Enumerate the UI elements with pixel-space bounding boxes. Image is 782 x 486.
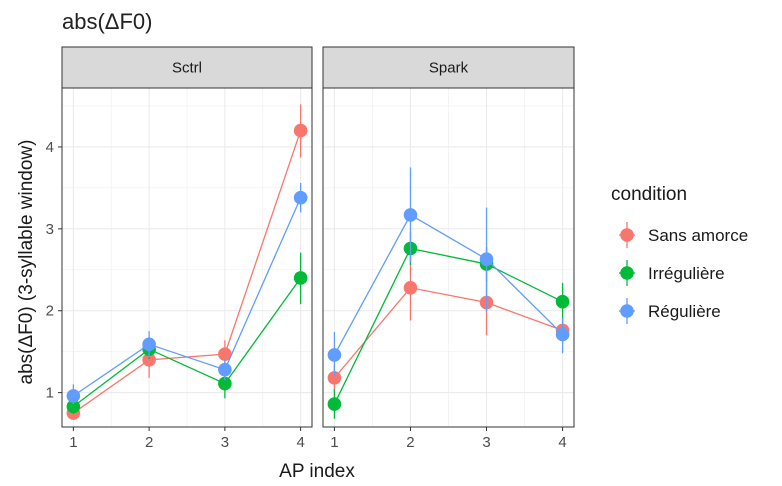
x-tick-label: 1 [69,434,77,451]
data-point-reguliere [403,208,418,222]
legend-key-point [620,304,634,318]
data-point-reguliere [142,337,156,352]
y-tick-label: 1 [46,385,54,402]
panel-border-spark [322,87,575,428]
strip-spark [322,46,575,89]
legend-key-point [620,266,634,280]
y-axis-title: abs(ΔF0) (3-syllable window) [16,140,37,385]
legend-entry-reguliere: Régulière [619,298,721,324]
data-point-reguliere [327,348,342,362]
data-point-irreguliere [327,397,342,411]
series-spark-reguliere [327,167,570,377]
series-line-irreguliere [72,277,302,408]
data-point-reguliere [66,389,81,403]
strip-label-spark: Spark [429,60,469,77]
legend-label: Régulière [648,302,721,321]
y-tick-label: 2 [46,303,54,320]
x-tick-label: 4 [296,434,304,451]
y-tick-label: 4 [46,139,54,156]
data-point-sans-amorce [142,353,156,367]
facet-panels: Sctrl Spark [61,46,575,428]
legend-title: condition [611,184,687,205]
x-tick-label: 2 [406,434,414,451]
data-point-reguliere [293,190,308,205]
data-point-irreguliere [555,294,570,309]
x-axis-title: AP index [279,461,355,482]
legend-label: Sans amorce [648,226,748,245]
data-point-sans-amorce [403,280,418,295]
x-tick-label: 1 [330,434,338,451]
y-tick-label: 3 [46,221,54,238]
data-point-irreguliere [66,399,81,414]
x-axis: 1 2 3 4 1 2 3 4 [69,427,567,451]
x-tick-label: 2 [145,434,153,451]
data-point-irreguliere [293,271,308,285]
data-point-irreguliere [218,376,232,391]
legend-key-point [620,228,634,242]
legend-label: Irrégulière [648,264,725,283]
data-point-reguliere [218,362,232,377]
data-point-sans-amorce [218,347,232,361]
series-line-sans-amorce [333,287,563,379]
legend-entry-sans-amorce: Sans amorce [619,222,748,248]
series-line-reguliere [333,214,564,356]
x-tick-label: 3 [482,434,490,451]
data-point-sans-amorce [293,123,308,138]
data-point-sans-amorce [327,371,342,385]
panel-spark: Spark [322,46,575,428]
series-line-irreguliere [333,247,563,405]
panel-sctrl: Sctrl [61,46,313,428]
data-point-reguliere [555,327,570,342]
x-tick-label: 4 [558,434,566,451]
series-sctrl-reguliere [66,182,308,405]
panel-border-sctrl [61,87,313,428]
chart-title: abs(ΔF0) [62,9,153,34]
x-tick-label: 3 [221,434,229,451]
data-point-reguliere [479,252,494,266]
legend-entry-irreguliere: Irrégulière [619,260,725,286]
series-line-reguliere [72,197,302,397]
legend: condition Sans amorce Irrégulière Régulièr… [611,184,748,324]
strip-sctrl [61,46,313,89]
y-axis: 1 2 3 4 [46,139,62,402]
strip-label-sctrl: Sctrl [172,60,202,77]
